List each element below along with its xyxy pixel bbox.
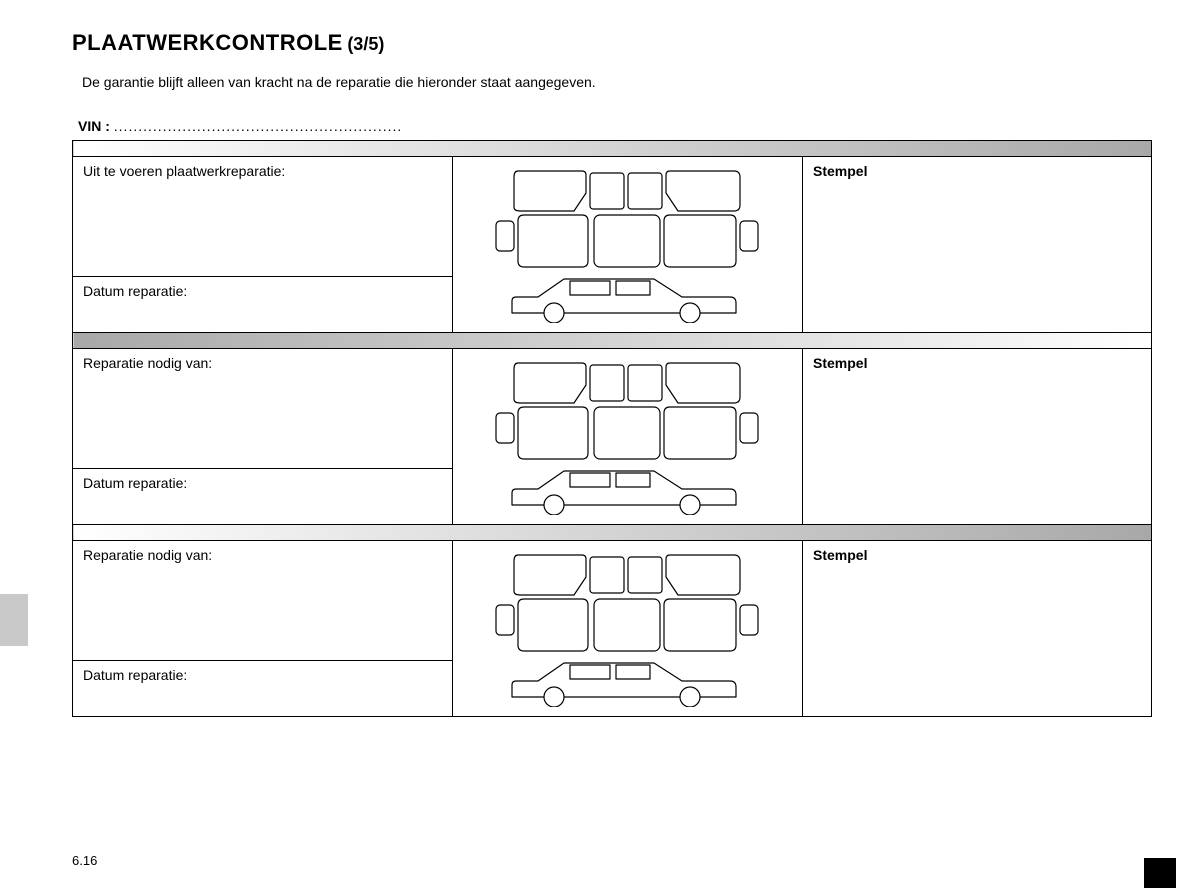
- inspection-table: Uit te voeren plaatwerkreparatie: Datum …: [72, 140, 1152, 717]
- stamp-label: Stempel: [803, 349, 1152, 525]
- stamp-label: Stempel: [803, 541, 1152, 717]
- repair-date-label: Datum reparatie:: [73, 277, 452, 305]
- bottom-tab: [1144, 858, 1176, 888]
- car-diagram-icon: [478, 355, 778, 515]
- side-tab: [0, 594, 28, 646]
- subtitle: De garantie blijft alleen van kracht na …: [82, 74, 1152, 90]
- vin-label: VIN :: [78, 118, 110, 134]
- car-diagram-cell: [453, 349, 803, 525]
- car-diagram-icon: [478, 547, 778, 707]
- car-diagram-icon: [478, 163, 778, 323]
- spacer-row: [73, 141, 1152, 157]
- repair-description-label: Uit te voeren plaatwerkreparatie:: [73, 157, 452, 277]
- repair-description-label: Reparatie nodig van:: [73, 541, 452, 661]
- car-diagram-cell: [453, 157, 803, 333]
- page-title: PLAATWERKCONTROLE (3/5): [72, 30, 1152, 56]
- repair-date-label: Datum reparatie:: [73, 469, 452, 497]
- table-row: Uit te voeren plaatwerkreparatie: Datum …: [73, 157, 1152, 333]
- spacer-row: [73, 525, 1152, 541]
- spacer-row: [73, 333, 1152, 349]
- vin-line: VIN : ..................................…: [78, 118, 1152, 134]
- vin-dots: ........................................…: [114, 118, 403, 134]
- page-number: 6.16: [72, 853, 97, 868]
- table-row: Reparatie nodig van: Datum reparatie:: [73, 541, 1152, 717]
- table-row: Reparatie nodig van: Datum reparatie:: [73, 349, 1152, 525]
- repair-date-label: Datum reparatie:: [73, 661, 452, 689]
- title-part: (3/5): [347, 34, 384, 54]
- car-diagram-cell: [453, 541, 803, 717]
- title-main: PLAATWERKCONTROLE: [72, 30, 343, 55]
- stamp-label: Stempel: [803, 157, 1152, 333]
- page: PLAATWERKCONTROLE (3/5) De garantie blij…: [0, 0, 1200, 737]
- repair-description-label: Reparatie nodig van:: [73, 349, 452, 469]
